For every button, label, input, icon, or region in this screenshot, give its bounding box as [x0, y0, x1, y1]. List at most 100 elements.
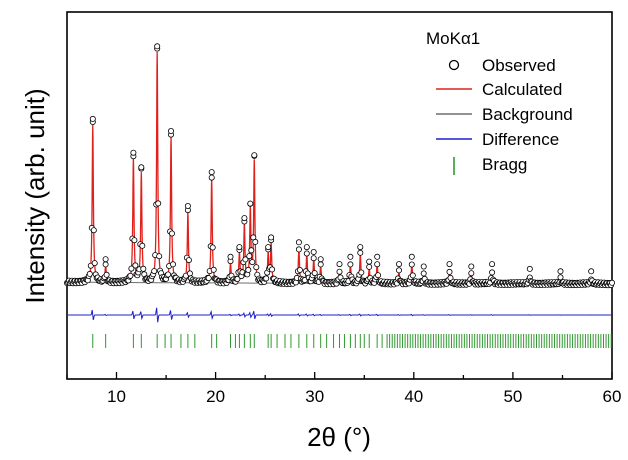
observed-point — [375, 272, 382, 279]
observed-point — [420, 263, 427, 270]
observed-point — [489, 261, 496, 268]
observed-point — [208, 169, 215, 176]
observed-point — [155, 200, 162, 207]
observed-point — [102, 256, 109, 263]
observed-point — [609, 279, 616, 286]
observed-point — [103, 271, 110, 278]
observed-point — [295, 239, 302, 246]
observed-point — [89, 115, 96, 122]
observed-point — [132, 262, 139, 269]
observed-point — [295, 246, 302, 253]
observed-point — [347, 253, 354, 260]
legend: MoKα1 Observed Calculated Background Dif… — [426, 29, 573, 175]
observed-point — [468, 263, 475, 270]
observed-point — [91, 260, 98, 267]
observed-point — [409, 272, 416, 279]
x-tick-label: 10 — [107, 387, 126, 406]
x-tick-label: 50 — [503, 387, 522, 406]
observed-point — [408, 261, 415, 268]
observed-point — [588, 268, 595, 275]
observed-point — [131, 237, 138, 244]
x-axis-title: 2θ (°) — [307, 422, 371, 452]
observed-point — [374, 261, 381, 268]
observed-point — [241, 215, 248, 222]
observed-point — [253, 264, 260, 271]
legend-observed-marker — [448, 59, 460, 71]
observed-point — [167, 127, 174, 134]
observed-point — [139, 242, 146, 249]
observed-point — [311, 270, 318, 277]
observed-point — [489, 269, 496, 276]
x-tick-label: 60 — [603, 387, 622, 406]
legend-calculated-label: Calculated — [482, 80, 562, 99]
observed-point — [184, 202, 191, 209]
observed-point — [185, 257, 192, 264]
observed-point — [357, 249, 364, 256]
observed-point — [186, 270, 193, 277]
observed-point — [303, 244, 310, 251]
observed-point — [263, 275, 270, 282]
observed-point — [251, 152, 258, 159]
observed-point — [446, 268, 453, 275]
observed-point — [90, 227, 97, 234]
observed-point — [269, 266, 276, 273]
observed-point — [268, 234, 275, 241]
observed-point — [165, 271, 172, 278]
observed-point — [420, 270, 427, 277]
observed-point — [446, 261, 453, 268]
observed-point — [317, 256, 324, 263]
x-tick-label: 20 — [206, 387, 225, 406]
observed-point — [265, 244, 272, 251]
legend-bragg-label: Bragg — [482, 155, 527, 174]
observed-point — [154, 43, 161, 50]
observed-point — [347, 261, 354, 268]
observed-point — [395, 261, 402, 268]
observed-point — [169, 261, 176, 268]
difference-series — [67, 307, 612, 323]
observed-point — [358, 269, 365, 276]
observed-point — [127, 272, 134, 279]
observed-point — [526, 265, 533, 272]
observed-series — [64, 43, 616, 289]
observed-point — [205, 275, 212, 282]
observed-point — [156, 253, 163, 260]
observed-point — [248, 247, 255, 254]
observed-point — [209, 244, 216, 251]
difference-line — [67, 307, 612, 323]
observed-point — [296, 266, 303, 273]
observed-point — [336, 268, 343, 275]
observed-point — [130, 149, 137, 156]
observed-point — [408, 253, 415, 260]
observed-point — [242, 256, 249, 263]
observed-point — [227, 253, 234, 260]
observed-point — [317, 261, 324, 268]
observed-point — [468, 270, 475, 277]
legend-background-label: Background — [482, 105, 573, 124]
legend-observed-label: Observed — [482, 56, 556, 75]
observed-point — [310, 255, 317, 262]
observed-point — [168, 230, 175, 237]
x-axis-ticks: 10 20 30 40 50 60 — [66, 372, 622, 406]
observed-point — [310, 248, 317, 255]
observed-point — [395, 267, 402, 274]
observed-point — [366, 258, 373, 265]
observed-point — [303, 250, 310, 257]
observed-point — [247, 200, 254, 207]
observed-point — [128, 265, 135, 272]
observed-point — [557, 274, 564, 281]
observed-point — [151, 268, 158, 275]
observed-point — [102, 261, 109, 268]
observed-point — [138, 164, 145, 171]
observed-point — [249, 259, 256, 266]
plot-frame — [66, 11, 613, 380]
legend-title: MoKα1 — [426, 29, 480, 48]
observed-point — [245, 266, 252, 273]
observed-point — [86, 270, 93, 277]
x-tick-label: 30 — [305, 387, 324, 406]
observed-point — [234, 275, 241, 282]
bragg-series — [92, 334, 612, 348]
y-axis-title: Intensity (arb. unit) — [20, 88, 50, 303]
observed-point — [557, 268, 564, 275]
observed-point — [374, 253, 381, 260]
